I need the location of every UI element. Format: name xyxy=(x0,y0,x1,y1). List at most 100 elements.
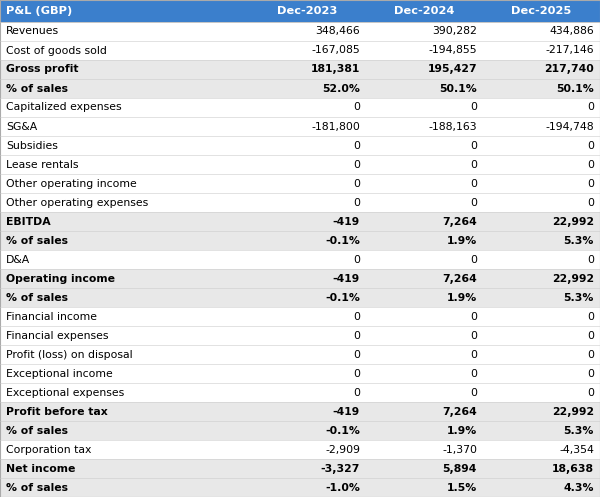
Text: 434,886: 434,886 xyxy=(549,26,594,36)
Bar xyxy=(249,193,366,212)
Text: SG&A: SG&A xyxy=(6,121,37,132)
Text: 0: 0 xyxy=(587,331,594,340)
Text: 0: 0 xyxy=(470,368,477,379)
Bar xyxy=(483,402,600,421)
Bar xyxy=(366,174,483,193)
Text: Revenues: Revenues xyxy=(6,26,59,36)
Text: % of sales: % of sales xyxy=(6,293,68,303)
Text: 5.3%: 5.3% xyxy=(563,236,594,246)
Bar xyxy=(366,383,483,402)
Text: 0: 0 xyxy=(587,102,594,112)
Bar xyxy=(366,22,483,41)
Bar xyxy=(366,98,483,117)
Text: D&A: D&A xyxy=(6,254,30,264)
Bar xyxy=(366,212,483,231)
Bar xyxy=(366,79,483,98)
Text: 7,264: 7,264 xyxy=(442,273,477,283)
Text: 0: 0 xyxy=(353,141,360,151)
Bar xyxy=(483,79,600,98)
Bar xyxy=(0,79,249,98)
Text: -2,909: -2,909 xyxy=(325,444,360,454)
Bar xyxy=(483,117,600,136)
Text: 0: 0 xyxy=(587,160,594,169)
Text: 0: 0 xyxy=(470,312,477,322)
Bar xyxy=(0,60,249,79)
Text: Profit (loss) on disposal: Profit (loss) on disposal xyxy=(6,349,133,359)
Text: 0: 0 xyxy=(470,331,477,340)
Bar xyxy=(483,155,600,174)
Bar xyxy=(0,345,249,364)
Text: % of sales: % of sales xyxy=(6,83,68,93)
Text: 0: 0 xyxy=(470,388,477,398)
Text: Capitalized expenses: Capitalized expenses xyxy=(6,102,122,112)
Bar xyxy=(483,22,600,41)
Text: Dec-2025: Dec-2025 xyxy=(511,6,572,16)
Bar xyxy=(0,478,249,497)
Text: 0: 0 xyxy=(353,312,360,322)
Bar xyxy=(249,79,366,98)
Text: 50.1%: 50.1% xyxy=(556,83,594,93)
Text: 4.3%: 4.3% xyxy=(563,483,594,493)
Text: 50.1%: 50.1% xyxy=(439,83,477,93)
Bar xyxy=(483,193,600,212)
Text: Other operating expenses: Other operating expenses xyxy=(6,197,148,208)
Bar xyxy=(483,288,600,307)
Bar xyxy=(0,440,249,459)
Bar xyxy=(483,269,600,288)
Text: Financial expenses: Financial expenses xyxy=(6,331,109,340)
Bar xyxy=(249,440,366,459)
Bar xyxy=(249,288,366,307)
Bar xyxy=(249,364,366,383)
Bar xyxy=(0,136,249,155)
Bar xyxy=(249,345,366,364)
Text: -0.1%: -0.1% xyxy=(325,293,360,303)
Bar xyxy=(249,478,366,497)
Bar xyxy=(0,421,249,440)
Bar xyxy=(249,0,366,22)
Text: 0: 0 xyxy=(353,197,360,208)
Text: 0: 0 xyxy=(353,349,360,359)
Text: 1.9%: 1.9% xyxy=(447,293,477,303)
Bar xyxy=(483,231,600,250)
Text: -194,748: -194,748 xyxy=(545,121,594,132)
Bar xyxy=(0,155,249,174)
Text: 0: 0 xyxy=(587,178,594,188)
Bar xyxy=(483,136,600,155)
Bar xyxy=(366,117,483,136)
Bar xyxy=(0,231,249,250)
Bar xyxy=(483,212,600,231)
Bar xyxy=(0,98,249,117)
Text: 348,466: 348,466 xyxy=(315,26,360,36)
Text: 0: 0 xyxy=(353,368,360,379)
Text: 5.3%: 5.3% xyxy=(563,293,594,303)
Text: -188,163: -188,163 xyxy=(428,121,477,132)
Text: -4,354: -4,354 xyxy=(559,444,594,454)
Bar xyxy=(483,41,600,60)
Bar xyxy=(0,117,249,136)
Bar xyxy=(0,212,249,231)
Bar xyxy=(249,136,366,155)
Text: 5,894: 5,894 xyxy=(443,464,477,474)
Bar xyxy=(366,136,483,155)
Text: -1,370: -1,370 xyxy=(442,444,477,454)
Text: 0: 0 xyxy=(470,254,477,264)
Text: 0: 0 xyxy=(587,254,594,264)
Bar xyxy=(483,345,600,364)
Text: 0: 0 xyxy=(587,312,594,322)
Bar xyxy=(366,345,483,364)
Bar xyxy=(0,402,249,421)
Text: Lease rentals: Lease rentals xyxy=(6,160,79,169)
Bar xyxy=(0,174,249,193)
Text: Cost of goods sold: Cost of goods sold xyxy=(6,46,107,56)
Text: 0: 0 xyxy=(587,197,594,208)
Bar xyxy=(366,0,483,22)
Text: 1.9%: 1.9% xyxy=(447,425,477,435)
Text: 195,427: 195,427 xyxy=(427,65,477,75)
Bar xyxy=(0,288,249,307)
Bar xyxy=(483,60,600,79)
Text: -0.1%: -0.1% xyxy=(325,236,360,246)
Bar xyxy=(366,60,483,79)
Text: 22,992: 22,992 xyxy=(552,273,594,283)
Text: 18,638: 18,638 xyxy=(552,464,594,474)
Text: 22,992: 22,992 xyxy=(552,217,594,227)
